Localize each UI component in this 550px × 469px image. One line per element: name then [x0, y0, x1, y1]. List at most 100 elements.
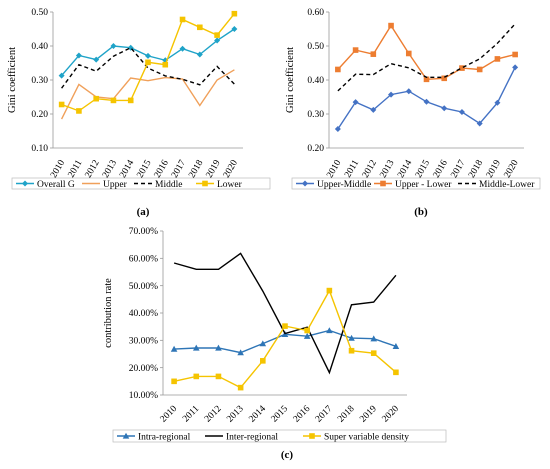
- y-tick-label: 0.50: [307, 42, 324, 52]
- chart-a: 0.10 0.20 0.30 0.40 0.50 2010 2011 2012 2013 2014…: [7, 8, 271, 218]
- y-tick-label: 10.00%: [129, 391, 158, 401]
- data-point: [145, 59, 151, 66]
- data-point: [215, 344, 222, 351]
- data-point: [326, 327, 333, 334]
- x-tick-label: 2014: [247, 404, 268, 425]
- data-point: [370, 51, 377, 57]
- data-point: [179, 45, 186, 52]
- data-point: [110, 43, 117, 49]
- data-point: [388, 91, 395, 98]
- y-tick-label: 50.00%: [129, 282, 158, 292]
- legend-label: Middle-Lower: [479, 180, 535, 190]
- data-point: [370, 350, 377, 356]
- x-tick-label: 2020: [222, 158, 240, 180]
- data-point: [304, 327, 310, 334]
- x-tick-label: 2013: [101, 158, 119, 180]
- data-point: [441, 105, 448, 112]
- data-point: [392, 343, 400, 349]
- y-axis-title: Gini coefficient: [7, 47, 18, 113]
- x-tick-label: 2019: [485, 158, 503, 180]
- x-tick-label: 2010: [159, 404, 180, 425]
- y-tick-label: 0.60: [307, 8, 324, 18]
- x-tick-label: 2019: [358, 404, 379, 425]
- y-tick-label: 40.00%: [129, 309, 158, 319]
- data-point: [423, 98, 430, 105]
- data-point: [476, 120, 483, 127]
- legend-label: Middle: [155, 180, 182, 190]
- data-point: [494, 56, 501, 62]
- data-point: [237, 349, 244, 356]
- data-point: [352, 47, 359, 53]
- x-tick-label: 2011: [343, 158, 361, 179]
- data-point: [237, 384, 244, 391]
- data-point: [405, 88, 412, 95]
- x-tick-label: 2015: [135, 158, 153, 180]
- data-point: [260, 358, 266, 364]
- x-tick-label: 2016: [292, 404, 313, 425]
- y-tick-label: 0.20: [307, 144, 324, 154]
- x-tick-label: 2010: [49, 158, 67, 180]
- data-point: [348, 347, 355, 354]
- legend-label: Upper - Lower: [395, 180, 452, 190]
- x-tick-label: 2014: [118, 158, 136, 180]
- x-tick-label: 2011: [181, 404, 201, 424]
- data-point: [335, 66, 341, 73]
- legend-label: Upper: [103, 180, 128, 190]
- y-tick-label: 0.30: [31, 76, 48, 86]
- y-tick-label: 20.00%: [129, 364, 158, 374]
- data-point: [93, 95, 99, 102]
- x-tick-label: 2019: [205, 158, 223, 180]
- data-point: [282, 323, 288, 329]
- x-tick-label: 2017: [170, 158, 188, 180]
- data-point: [476, 66, 483, 73]
- data-point: [326, 287, 333, 294]
- data-point: [370, 335, 378, 342]
- y-tick-label: 0.10: [31, 144, 48, 154]
- x-tick-label: 2018: [187, 158, 205, 180]
- data-point: [214, 37, 221, 44]
- series-line-upper-lower: [337, 24, 516, 81]
- data-point: [192, 344, 200, 351]
- data-point: [93, 56, 100, 63]
- y-tick-label: 60.00%: [129, 255, 158, 265]
- x-tick-label: 2016: [153, 158, 171, 180]
- data-point: [171, 378, 177, 385]
- data-point: [76, 108, 82, 114]
- data-point: [196, 51, 203, 58]
- legend-label: Inter-regional: [226, 432, 278, 442]
- data-point: [512, 51, 518, 58]
- chart-b: 0.20 0.30 0.40 0.50 0.60 2010 2011 2012 2013 2014…: [285, 8, 541, 218]
- data-point: [110, 97, 117, 104]
- panel-label: (c): [281, 449, 294, 461]
- data-point: [334, 125, 341, 132]
- data-point: [494, 99, 501, 106]
- legend-label: Lower: [217, 180, 243, 190]
- data-point: [352, 99, 359, 106]
- y-tick-label: 0.40: [31, 42, 48, 52]
- series-line-middle-lower: [337, 23, 516, 92]
- x-tick-label: 2014: [396, 158, 414, 180]
- y-axis-title: Gini coefficient: [285, 47, 296, 113]
- y-axis-title: contribution rate: [103, 278, 114, 348]
- legend-label: Intra-regional: [138, 432, 191, 442]
- x-tick-label: 2012: [361, 158, 379, 180]
- x-tick-label: 2020: [381, 404, 402, 425]
- legend-label: Overall G: [37, 180, 75, 190]
- legend-marker: [380, 180, 386, 187]
- data-point: [458, 108, 465, 115]
- data-point: [405, 50, 412, 57]
- x-tick-label: 2015: [270, 404, 291, 425]
- x-tick-label: 2017: [314, 404, 335, 425]
- data-point: [303, 332, 311, 339]
- panel-label: (b): [414, 206, 428, 218]
- data-point: [75, 52, 82, 59]
- chart-c: 10.00% 20.00% 30.00% 40.00% 50.00% 60.00% 70.0…: [103, 227, 447, 461]
- legend-marker: [202, 180, 208, 187]
- legend-label: Super variable density: [324, 432, 409, 442]
- data-point: [231, 10, 238, 17]
- data-point: [348, 334, 355, 341]
- legend-marker: [302, 180, 308, 187]
- data-point: [145, 52, 151, 59]
- y-tick-label: 0.40: [307, 76, 324, 86]
- x-tick-label: 2020: [503, 158, 521, 180]
